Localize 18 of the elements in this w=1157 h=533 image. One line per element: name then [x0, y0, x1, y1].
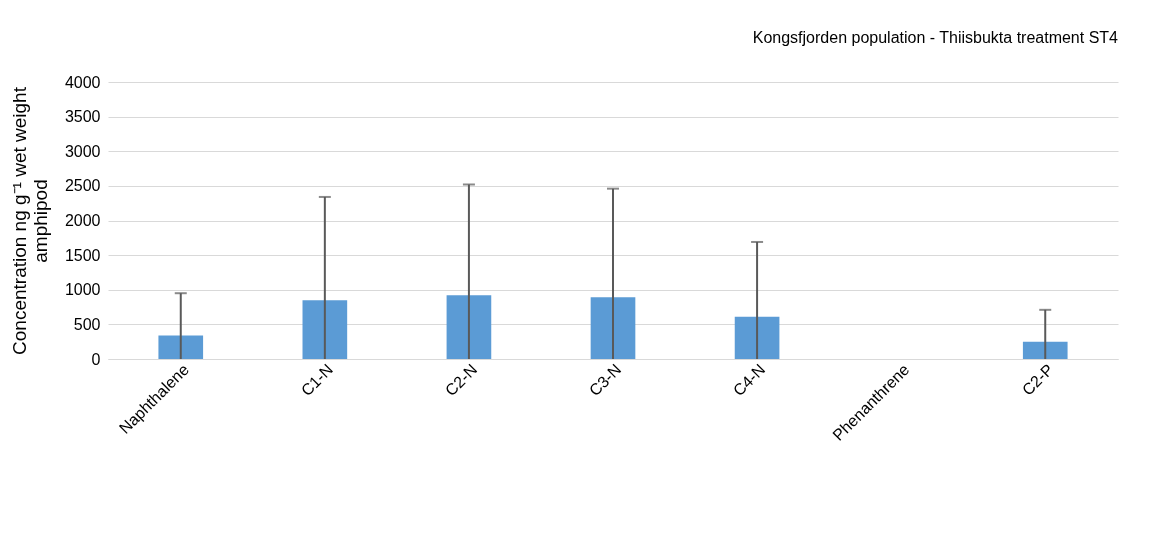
bar — [302, 300, 348, 359]
y-tick-label: 500 — [73, 315, 101, 333]
y-tick-label: 3000 — [64, 142, 101, 160]
bar — [158, 335, 204, 359]
y-tick-label: 2500 — [64, 177, 101, 195]
bar — [734, 316, 780, 359]
y-tick-label: 0 — [91, 350, 101, 368]
y-tick-label: 4000 — [64, 73, 101, 91]
y-tick-label: 3500 — [64, 108, 101, 126]
bar — [590, 297, 636, 359]
y-tick-label: 1500 — [64, 246, 101, 264]
y-tick-label: 2000 — [64, 212, 101, 229]
text: Concentration ng g⁻¹ wet weight — [8, 87, 30, 355]
bar — [446, 295, 492, 359]
chart-title: Kongsfjorden population - Thiisbukta treatment ST4 — [752, 29, 1119, 46]
y-tick-label: 1000 — [64, 281, 101, 299]
text: amphipod — [29, 179, 51, 263]
bar — [1022, 341, 1068, 359]
